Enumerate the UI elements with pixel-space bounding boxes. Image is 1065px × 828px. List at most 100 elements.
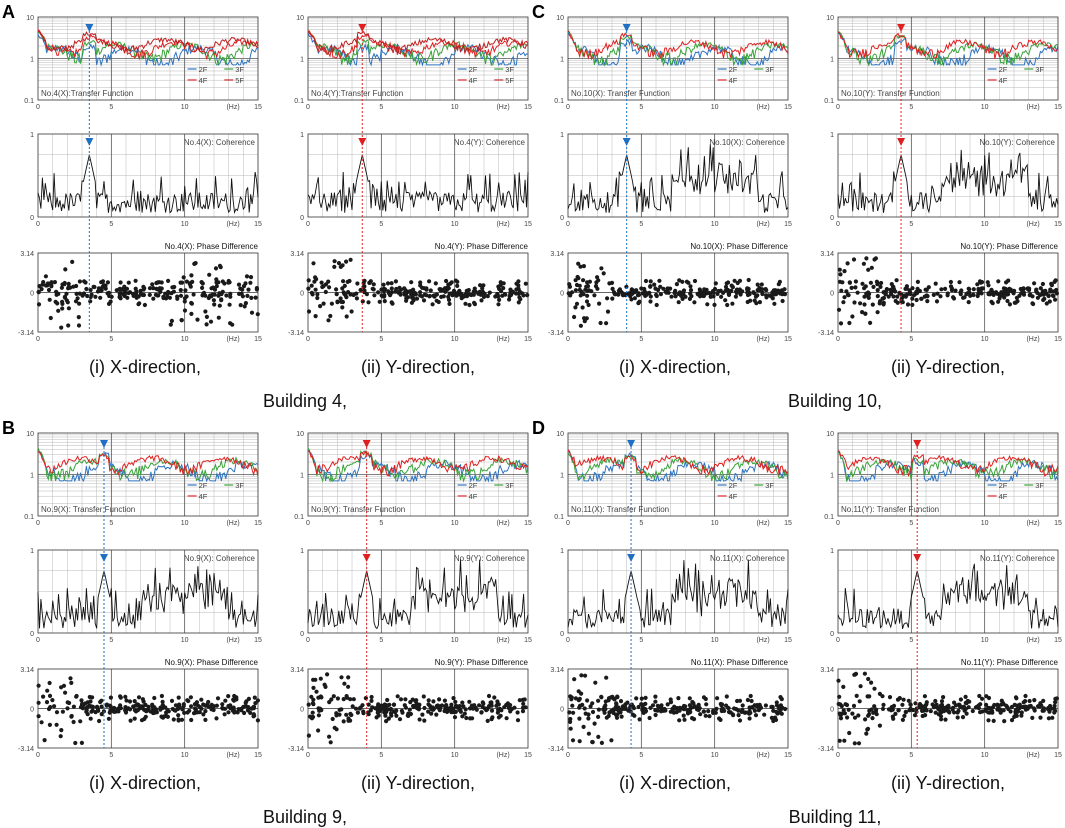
series-line-2f: [37, 447, 259, 483]
phase-point: [319, 695, 324, 700]
phase-point: [337, 707, 342, 712]
phase-point: [472, 302, 477, 307]
phase-point: [486, 693, 492, 699]
y-tick-label: -3.14: [818, 746, 834, 753]
phase-point: [363, 696, 368, 701]
phase-point: [178, 288, 183, 293]
phase-point: [924, 700, 929, 705]
phase-point: [46, 287, 52, 293]
phase-point: [658, 284, 663, 289]
y-tick-label: 10: [26, 15, 34, 22]
phase-point: [715, 696, 720, 701]
phase-point: [625, 700, 630, 705]
coherence-line: [567, 144, 789, 213]
phase-point: [455, 279, 460, 284]
phase-point: [979, 280, 985, 285]
phase-point: [406, 711, 411, 716]
phase-point: [878, 284, 883, 289]
phase-point: [36, 302, 42, 307]
x-tick-label: 0: [836, 336, 840, 343]
phase-point: [745, 290, 750, 295]
phase-point: [851, 703, 857, 708]
phase-point: [845, 261, 850, 266]
x-tick-label: 5: [109, 520, 113, 527]
phase-point: [67, 700, 72, 706]
phase-point: [501, 286, 506, 291]
phase-point: [182, 710, 187, 715]
phase-point: [342, 681, 347, 686]
x-tick-label: 10: [711, 104, 719, 111]
phase-point: [607, 710, 612, 715]
phase-point: [118, 280, 123, 285]
phase-point: [1000, 701, 1006, 706]
phase-point: [593, 284, 599, 289]
phase-point: [602, 710, 607, 715]
phase-point: [696, 702, 701, 707]
phase-point: [514, 281, 519, 286]
phase-point: [69, 680, 74, 685]
phase-point: [872, 704, 877, 709]
y-tick-label: 0.1: [554, 514, 564, 521]
legend-label-4f: 4F: [199, 492, 208, 501]
phase-point: [251, 705, 256, 710]
direction-caption: (ii) Y-direction,: [891, 773, 1005, 793]
plot-title: No.4(X): Phase Difference: [165, 242, 259, 251]
phase-point: [143, 702, 148, 707]
series-line-5f: [37, 30, 259, 54]
phase-point: [100, 279, 106, 284]
phase-point: [255, 312, 260, 317]
phase-point: [213, 266, 219, 271]
plot-title: No.10(X): Transfer Function: [571, 89, 670, 98]
phase-point: [718, 717, 723, 722]
phase-point: [612, 707, 617, 712]
y-tick-label: 3.14: [20, 667, 34, 674]
phase-point: [470, 706, 476, 711]
phase-point: [70, 259, 75, 264]
legend-label-2f: 2F: [999, 65, 1008, 74]
phase-point: [847, 320, 852, 326]
phase-point: [1046, 716, 1051, 721]
phase-point: [464, 715, 469, 721]
x-unit-label: (Hz): [1026, 752, 1039, 759]
phase-point: [570, 703, 575, 708]
phase-point: [1027, 698, 1032, 704]
phase-point: [655, 703, 660, 708]
phase-point: [889, 291, 894, 296]
phase-point: [729, 288, 734, 293]
phase-point: [703, 713, 708, 718]
phase-point: [934, 702, 939, 707]
phase-point: [881, 290, 886, 295]
phase-point: [871, 710, 876, 715]
phase-point: [201, 712, 206, 717]
phase-point: [951, 296, 957, 301]
phase-point: [373, 706, 378, 711]
phase-point: [585, 698, 590, 703]
phase-point: [723, 298, 728, 303]
phase-point: [460, 714, 465, 719]
phase-point: [737, 718, 743, 723]
phase-point: [599, 695, 604, 700]
y-tick-label: 0: [560, 707, 564, 714]
phase-point: [189, 300, 194, 306]
phase-point: [344, 314, 349, 319]
phase-point: [903, 294, 908, 299]
phase-point: [880, 706, 886, 711]
phase-point: [893, 711, 898, 716]
phase-point: [361, 711, 366, 716]
transfer-function-plot: 10 1 0.10 5 10 15 (Hz) No.10(Y): Transfer Funct…: [824, 15, 1062, 111]
plot-frame: [837, 549, 1059, 634]
phase-point: [934, 299, 940, 304]
phase-point: [108, 695, 113, 700]
phase-point: [313, 677, 318, 682]
phase-point: [427, 279, 432, 284]
y-tick-label: 1: [300, 57, 304, 64]
plot-title: No.11(X): Phase Difference: [691, 658, 789, 667]
phase-point: [398, 697, 404, 702]
phase-point: [890, 714, 895, 719]
phase-point: [311, 697, 316, 702]
x-tick-label: 15: [1054, 221, 1062, 228]
y-tick-label: 0: [30, 631, 34, 638]
phase-point: [586, 288, 592, 293]
phase-point: [1030, 715, 1035, 720]
phase-point: [105, 291, 110, 296]
